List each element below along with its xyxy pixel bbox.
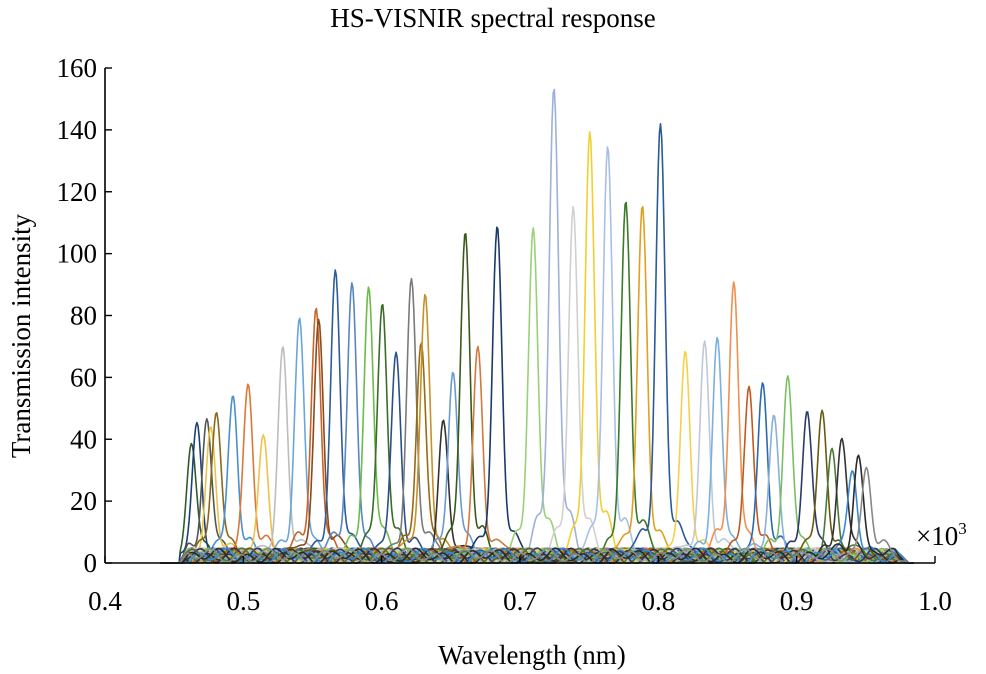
series-line-band-41 — [160, 375, 914, 564]
y-tick-label: 20 — [70, 486, 97, 516]
y-tick-label: 80 — [70, 301, 97, 331]
series-line-band-26 — [160, 227, 914, 564]
x-tick-label: 0.9 — [780, 586, 814, 616]
x-axis-multiplier-base: ×10 — [916, 521, 958, 551]
y-tick-label: 120 — [57, 177, 98, 207]
x-tick-label: 0.7 — [503, 586, 537, 616]
y-tick-label: 100 — [57, 239, 98, 269]
chart-title: HS-VISNIR spectral response — [330, 3, 655, 33]
series-line-band-46 — [160, 470, 914, 564]
x-axis-multiplier-exponent: 3 — [958, 519, 967, 538]
plot-area — [160, 88, 914, 564]
x-tick-label: 0.4 — [88, 586, 122, 616]
series-line-band-47 — [160, 454, 914, 564]
y-tick-label: 140 — [57, 115, 98, 145]
x-tick-label: 0.5 — [226, 586, 260, 616]
series-line-band-25 — [160, 226, 914, 564]
x-tick-label: 1.0 — [918, 586, 952, 616]
x-tick-label: 0.6 — [365, 586, 399, 616]
x-axis-multiplier: ×103 — [916, 519, 967, 551]
y-tick-label: 40 — [70, 424, 97, 454]
series-line-band-28 — [160, 205, 914, 564]
y-tick-label: 0 — [84, 548, 98, 578]
series-line-band-31 — [160, 201, 914, 564]
axes: 0 20 40 60 80 100 120 140 160 0.4 0.5 0.6 0.7 0.8 0.9 1… — [57, 53, 952, 616]
series-line-band-23 — [160, 233, 914, 564]
x-axis-label: Wavelength (nm) — [438, 640, 626, 670]
y-tick-label: 60 — [70, 362, 97, 392]
series-line-band-06 — [160, 395, 914, 564]
y-axis-label: Transmission intensity — [6, 213, 36, 458]
x-tick-label: 0.8 — [641, 586, 675, 616]
series-line-band-32 — [160, 206, 914, 564]
series-line-band-09 — [160, 346, 914, 564]
y-tick-label: 160 — [57, 53, 98, 83]
